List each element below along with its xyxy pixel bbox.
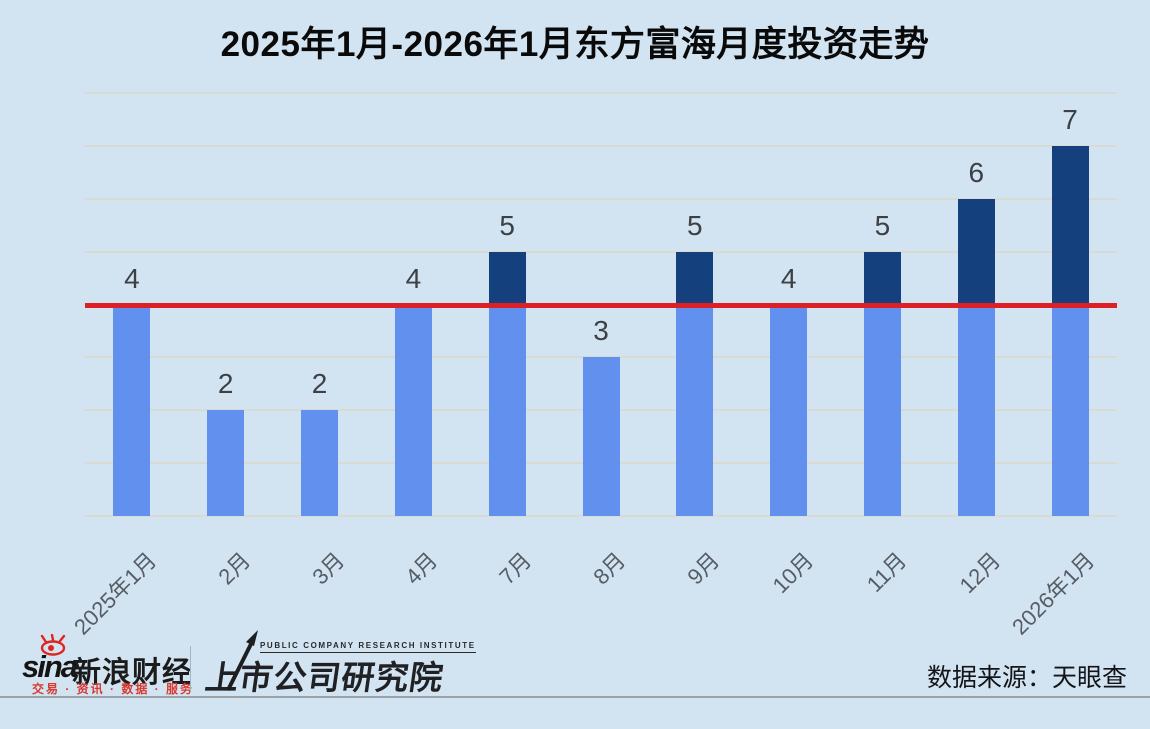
footer-divider — [190, 646, 191, 691]
sina-brand-text: 新浪财经 — [72, 657, 193, 689]
bar-segment-below-line — [1051, 304, 1089, 516]
bar-segment-below-line — [863, 304, 901, 516]
gridline — [85, 144, 1117, 147]
bar-value-label: 4 — [780, 262, 797, 294]
bar-segment-below-line — [770, 304, 808, 516]
bar-segment-below-line — [582, 357, 620, 516]
data-source-text: 数据来源：天眼查 — [926, 664, 1127, 692]
bar-segment-above-line — [957, 198, 995, 305]
institute-name-en: PUBLIC COMPANY RESEARCH INSTITUTE — [260, 641, 476, 653]
bar-value-label: 2 — [217, 368, 234, 400]
bar-value-label: 4 — [405, 262, 422, 294]
bar-value-label: 5 — [499, 209, 515, 241]
sina-wordmark: sina — [22, 649, 78, 684]
bar-segment-above-line — [488, 251, 526, 305]
bar-value-label: 6 — [968, 156, 985, 188]
bar-value-label: 5 — [687, 209, 703, 241]
chart-title: 2025年1月-2026年1月东方富海月度投资走势 — [220, 25, 930, 64]
gridline — [85, 250, 1117, 253]
bar-segment-below-line — [676, 304, 714, 516]
bar-value-label: 3 — [593, 315, 609, 347]
sina-eye-icon — [38, 633, 72, 661]
footer-rule — [0, 696, 1150, 698]
bar-segment-below-line — [488, 304, 526, 516]
bar-value-label: 5 — [874, 209, 891, 241]
bar-value-label: 2 — [311, 368, 328, 400]
bar-segment-above-line — [863, 251, 901, 305]
reference-line — [85, 302, 1117, 308]
gridline — [85, 92, 1117, 94]
bar-segment-below-line — [113, 304, 151, 516]
bar-segment-below-line — [301, 410, 339, 516]
gridline — [85, 197, 1117, 200]
bar-segment-below-line — [394, 304, 432, 516]
trend-arrow-icon — [218, 630, 264, 699]
bar-value-label: 7 — [1062, 103, 1078, 135]
bar-segment-below-line — [207, 410, 245, 516]
bar-segment-above-line — [676, 251, 714, 305]
gridline — [85, 515, 1117, 517]
bar-value-label: 4 — [124, 262, 140, 294]
sina-tagline: 交易 · 资讯 · 数据 · 服务 — [32, 682, 194, 696]
bar-segment-above-line — [1051, 145, 1089, 305]
bar-segment-below-line — [957, 304, 995, 516]
